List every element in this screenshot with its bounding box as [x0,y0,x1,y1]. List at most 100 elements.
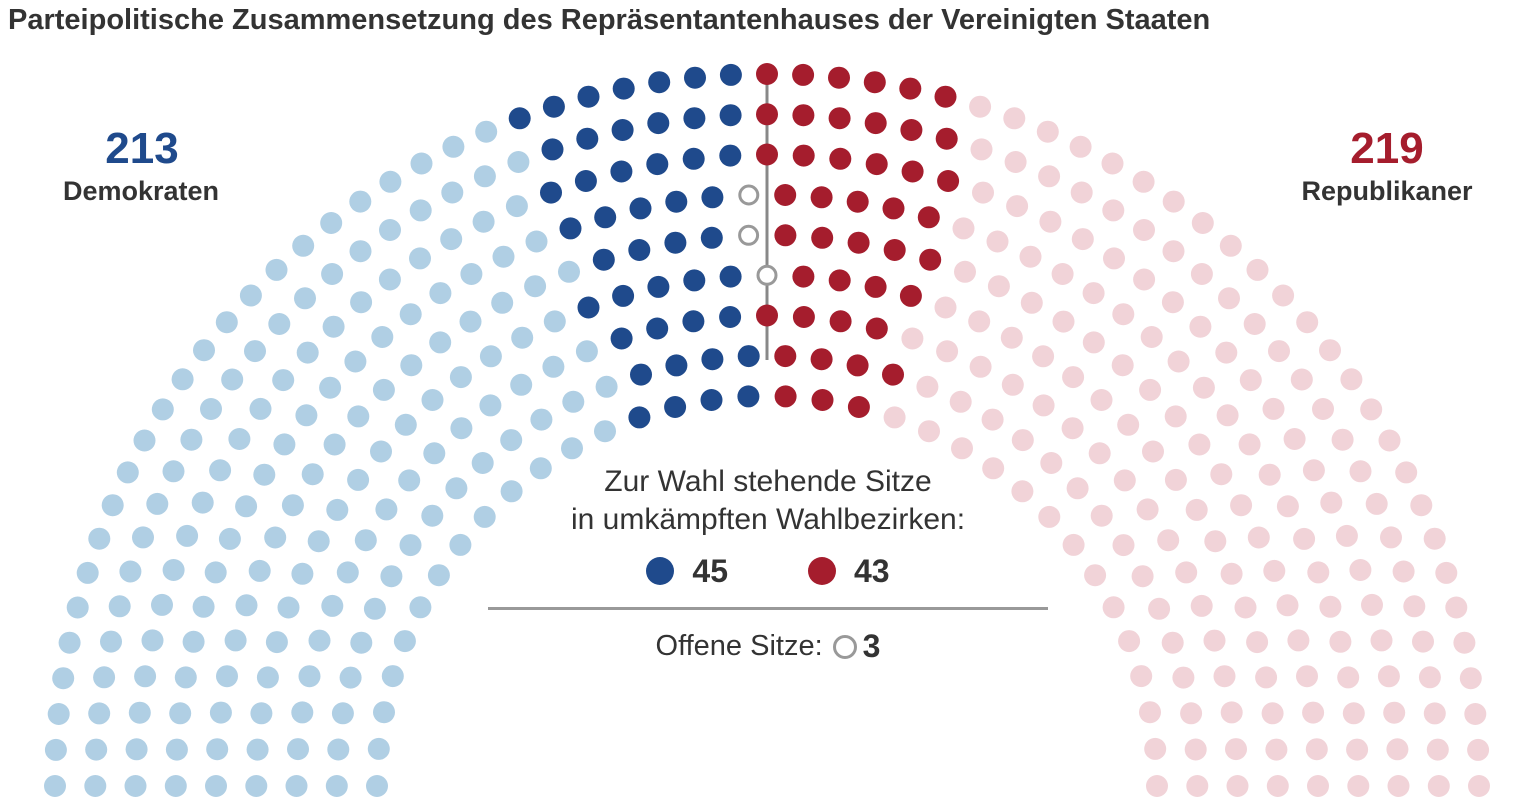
seat-republican-contested [828,107,851,130]
seat-democrat [562,390,585,413]
seat-democrat [543,310,566,333]
seat-democrat [239,284,262,307]
seat-republican [1459,667,1482,690]
seat-democrat [421,389,444,411]
seat-republican [1000,326,1023,349]
seat-democrat [176,524,199,547]
seat-republican [1302,701,1325,724]
seat-republican [1111,354,1134,377]
seat-republican [1040,452,1063,474]
seat-democrat [510,373,533,396]
seat-democrat [500,429,523,452]
seat-democrat-contested [610,160,633,183]
seat-republican [1102,199,1125,222]
seat-democrat [479,394,502,417]
seat-democrat [427,564,450,587]
seat-democrat-contested [646,317,669,340]
seat-republican [1117,413,1140,436]
seat-republican [1032,394,1055,417]
seat-republican [970,138,993,161]
seat-republican-contested [774,184,797,206]
seat-republican [1453,631,1476,654]
seat-republican [1265,738,1288,761]
seat-republican [1225,738,1247,761]
seat-republican [972,181,994,204]
seat-republican [1051,263,1074,285]
seat-democrat [292,234,315,257]
seat-republican [918,420,940,443]
seat-republican [969,95,992,118]
seat-democrat [268,313,291,335]
seat-republican [1340,368,1363,391]
seat-democrat-contested [508,107,531,130]
seat-republican [1262,397,1285,420]
seat-democrat [191,491,214,514]
seat-republican [1161,631,1184,654]
seat-democrat [58,631,81,654]
seat-open [756,264,778,286]
seat-republican-contested [810,348,833,371]
seat-democrat [193,339,215,362]
seat-democrat [134,665,157,688]
seat-democrat [336,561,359,584]
seat-democrat [379,219,401,241]
seat-republican [1167,350,1190,373]
seat-republican-contested [792,63,815,86]
seat-republican [1162,240,1185,263]
seat-republican [1377,665,1400,688]
seat-democrat [235,594,258,617]
seat-republican [1243,313,1266,335]
seat-democrat-contested [719,63,742,86]
legend: Zur Wahl stehende Sitze in umkämpften Wa… [488,463,1048,665]
seat-republican-contested [810,186,833,209]
seat-democrat [101,494,124,517]
seat-democrat [371,326,394,348]
seat-democrat [379,170,402,193]
seat-democrat [347,468,370,491]
seat-republican [1331,428,1354,451]
seat-democrat [380,565,403,588]
seat-democrat [378,268,401,291]
seat-democrat [248,559,271,582]
seat-democrat-contested [700,226,723,249]
seat-republican [1192,376,1215,399]
seat-democrat [410,152,433,175]
seat-republican [1146,775,1168,797]
seat-republican [1423,527,1446,550]
seat-democrat-contested [628,406,651,429]
seat-republican [1061,417,1084,440]
seat-democrat [445,477,468,500]
seat-democrat [165,738,188,761]
seat-republican [1412,630,1434,653]
seat-republican-contested [882,363,904,386]
seat-republican [1189,315,1212,338]
seat-republican [1038,505,1061,528]
legend-republicans-value: 43 [854,552,890,589]
seat-democrat [373,701,395,724]
seat-democrat [350,291,373,314]
seat-democrat [349,240,372,263]
seat-republican [1190,263,1213,285]
seat-republican-contested [774,385,797,408]
seat-democrat-contested [683,269,706,292]
seat-democrat [281,494,304,517]
legend-title: Zur Wahl stehende Sitze in umkämpften Wa… [488,463,1048,539]
seat-republican [1239,369,1262,392]
seat-democrat-contested [719,104,742,127]
seat-democrat [296,341,319,364]
seat-republican [1226,775,1249,797]
seat-republican-contested [792,104,815,127]
seat-open [738,184,760,206]
seat-democrat-contested [647,275,670,298]
seat-democrat [421,504,444,527]
seat-democrat [594,420,616,443]
democrats-dot-icon [646,557,675,585]
republicans-seat-count: 219 [1350,124,1424,173]
seat-republican [1383,701,1406,724]
seat-democrat [339,666,362,689]
seat-democrat-contested [700,389,723,411]
seat-democrat-contested [719,306,742,328]
seat-republican [987,275,1010,298]
seat-democrat [249,397,272,420]
seat-democrat [273,433,296,456]
